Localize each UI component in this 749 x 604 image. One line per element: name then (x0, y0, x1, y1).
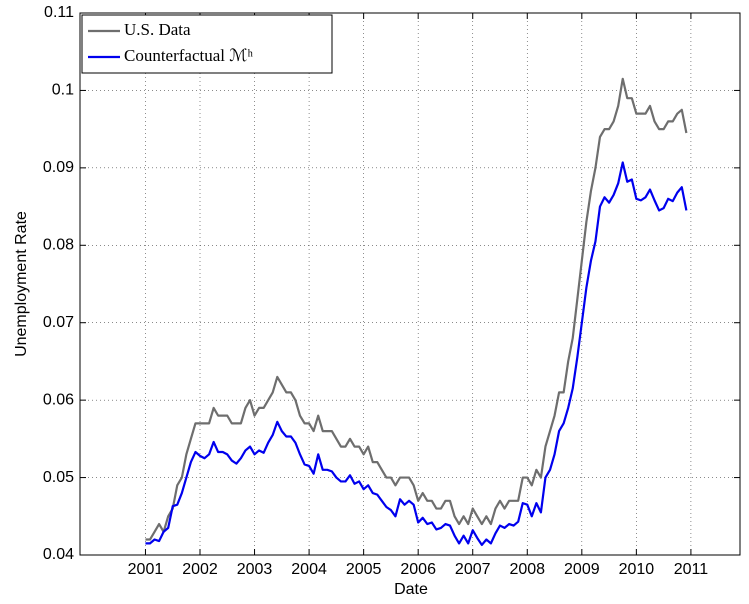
x-tick-label: 2003 (237, 561, 273, 578)
y-tick-label: 0.1 (52, 82, 74, 99)
y-tick-label: 0.04 (43, 546, 74, 563)
x-tick-label: 2011 (674, 561, 709, 578)
y-tick-label: 0.05 (43, 469, 74, 486)
x-axis-label: Date (394, 581, 428, 598)
x-tick-label: 2004 (291, 561, 327, 578)
y-tick-label: 0.08 (43, 237, 74, 254)
x-tick-label: 2008 (509, 561, 545, 578)
y-tick-label: 0.09 (43, 159, 74, 176)
x-tick-label: 2001 (128, 561, 164, 578)
plot-area (80, 13, 740, 555)
x-tick-label: 2006 (400, 561, 436, 578)
legend-box (81, 14, 333, 74)
x-tick-label: 2007 (455, 561, 491, 578)
y-tick-label: 0.06 (43, 391, 74, 408)
x-tick-label: 2002 (182, 561, 218, 578)
x-tick-label: 2010 (619, 561, 655, 578)
y-tick-label: 0.11 (44, 4, 74, 21)
legend: U.S. Data Counterfactual ℳʰ (81, 14, 333, 74)
x-tick-label: 2009 (564, 561, 600, 578)
legend-label: Counterfactual ℳʰ (124, 46, 253, 65)
plot-frame (79, 12, 741, 556)
line-series (145, 161, 688, 547)
legend-label: U.S. Data (124, 20, 191, 39)
y-tick-label: 0.07 (43, 314, 74, 331)
x-tick-label: 2005 (346, 561, 382, 578)
y-axis-label: Unemployment Rate (13, 211, 30, 357)
line-series (145, 77, 688, 541)
